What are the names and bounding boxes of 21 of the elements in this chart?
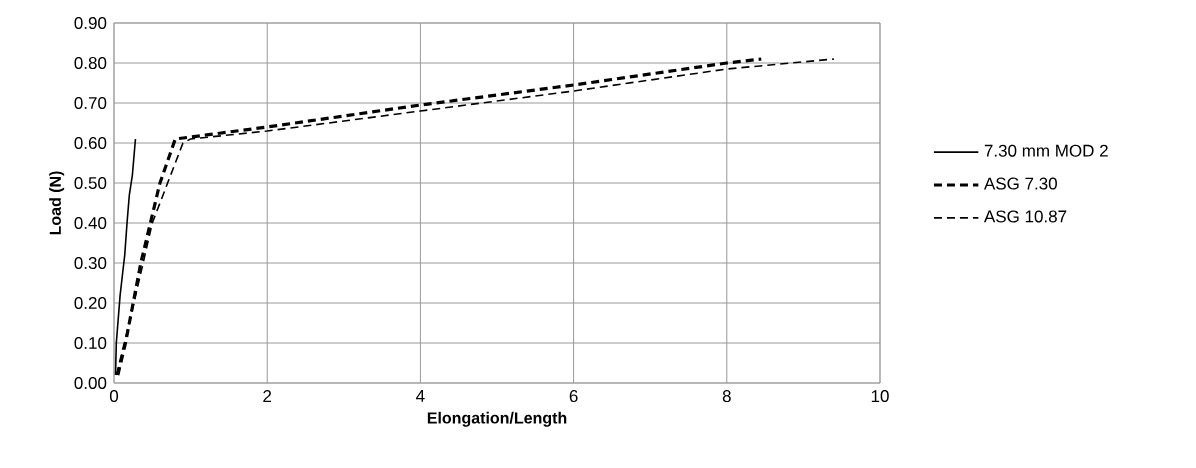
y-tick-label: 0.00 [74, 377, 107, 390]
x-tick-label: 2 [263, 390, 272, 402]
legend-label: 7.30 mm MOD 2 [984, 144, 1108, 157]
y-tick-label: 0.80 [74, 57, 107, 70]
x-tick-label: 8 [722, 390, 731, 403]
x-tick-label: 10 [871, 390, 889, 403]
y-axis-title: Load (N) [49, 171, 65, 235]
y-tick-label: 0.70 [74, 97, 107, 110]
y-tick-label: 0.20 [74, 297, 107, 310]
y-tick-label: 0.40 [74, 217, 107, 230]
y-tick-label: 0.30 [74, 257, 107, 270]
x-tick-label: 6 [569, 390, 578, 403]
x-tick-label: 4 [416, 390, 425, 402]
x-axis-title: Elongation/Length [427, 411, 567, 427]
y-tick-label: 0.60 [74, 137, 107, 150]
legend-label: ASG 7.30 [983, 177, 1057, 190]
y-tick-label: 0.10 [74, 337, 107, 350]
legend-label: ASG 10.87 [983, 210, 1067, 223]
x-tick-label: 0 [109, 390, 119, 403]
y-tick-label: 0.50 [74, 177, 107, 190]
y-tick-label: 0.90 [74, 17, 107, 30]
